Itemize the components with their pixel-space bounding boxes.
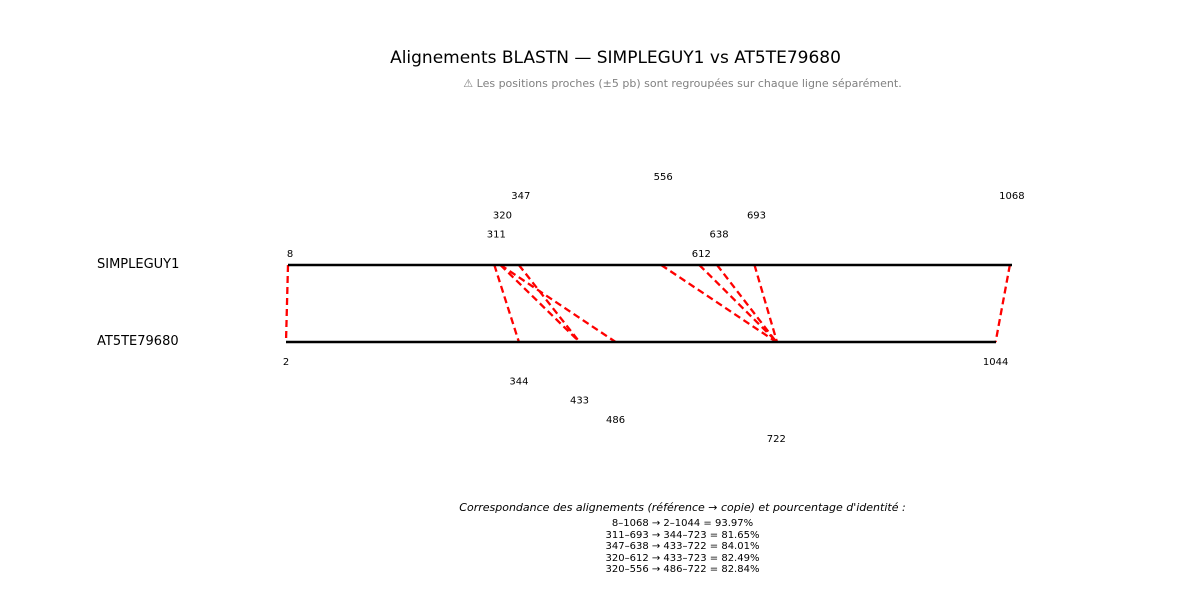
copy-position-label-4: 486 [606, 415, 625, 426]
legend-line-3: 347–638 → 433–722 = 84.01% [605, 541, 760, 552]
reference-position-label-6: 612 [692, 249, 711, 260]
reference-position-label-1: 8 [287, 249, 293, 260]
copy-position-labels: 2 344 433 486 722 1044 [283, 357, 1009, 445]
reference-position-label-4: 347 [511, 191, 530, 202]
reference-position-label-2: 311 [487, 230, 506, 241]
alignment-link-4-start [499, 264, 581, 343]
alignment-legend: Correspondance des alignements (référenc… [0, 501, 1200, 576]
alignment-link-3-start [517, 264, 581, 343]
alignment-link-1-end [994, 264, 1011, 343]
alignment-link-2-start [493, 264, 520, 343]
legend-line-4: 320–612 → 433–723 = 82.49% [605, 552, 760, 564]
copy-position-label-1: 2 [283, 357, 289, 368]
alignment-link-5-end [660, 264, 777, 343]
legend-line-5: 320–556 → 486–722 = 82.84% [605, 564, 760, 575]
reference-sequence-label: SIMPLEGUY1 [97, 257, 180, 272]
reference-position-label-9: 1068 [999, 191, 1024, 202]
copy-position-label-2: 344 [509, 376, 528, 387]
legend-title: Correspondance des alignements (référenc… [459, 501, 906, 514]
alignment-link-1-start [284, 264, 290, 343]
reference-position-label-7: 638 [709, 230, 728, 241]
reference-position-label-3: 320 [493, 210, 512, 221]
alignment-link-5-start [499, 264, 617, 343]
legend-line-1: 8–1068 → 2–1044 = 93.97% [611, 518, 754, 529]
legend-lines: 8–1068 → 2–1044 = 93.97% 311–693 → 344–72… [0, 518, 1200, 576]
alignment-links [284, 264, 1011, 343]
alignment-link-4-end [698, 264, 778, 343]
reference-position-label-5: 556 [654, 172, 673, 183]
figure-title: Alignements BLASTN — SIMPLEGUY1 vs AT5TE… [390, 48, 841, 68]
copy-position-label-3: 433 [570, 396, 589, 407]
reference-position-labels: 8 311 320 347 556 612 638 693 1068 [287, 172, 1025, 260]
copy-sequence-label: AT5TE79680 [97, 334, 179, 349]
grouping-note: ⚠ Les positions proches (±5 pb) sont reg… [463, 77, 902, 90]
alignment-link-3-end [716, 264, 778, 343]
legend-line-2: 311–693 → 344–723 = 81.65% [605, 529, 760, 541]
reference-position-label-8: 693 [747, 210, 766, 221]
alignment-link-2-end [753, 264, 779, 343]
copy-position-label-6: 1044 [983, 357, 1008, 368]
copy-position-label-5: 722 [767, 434, 786, 445]
